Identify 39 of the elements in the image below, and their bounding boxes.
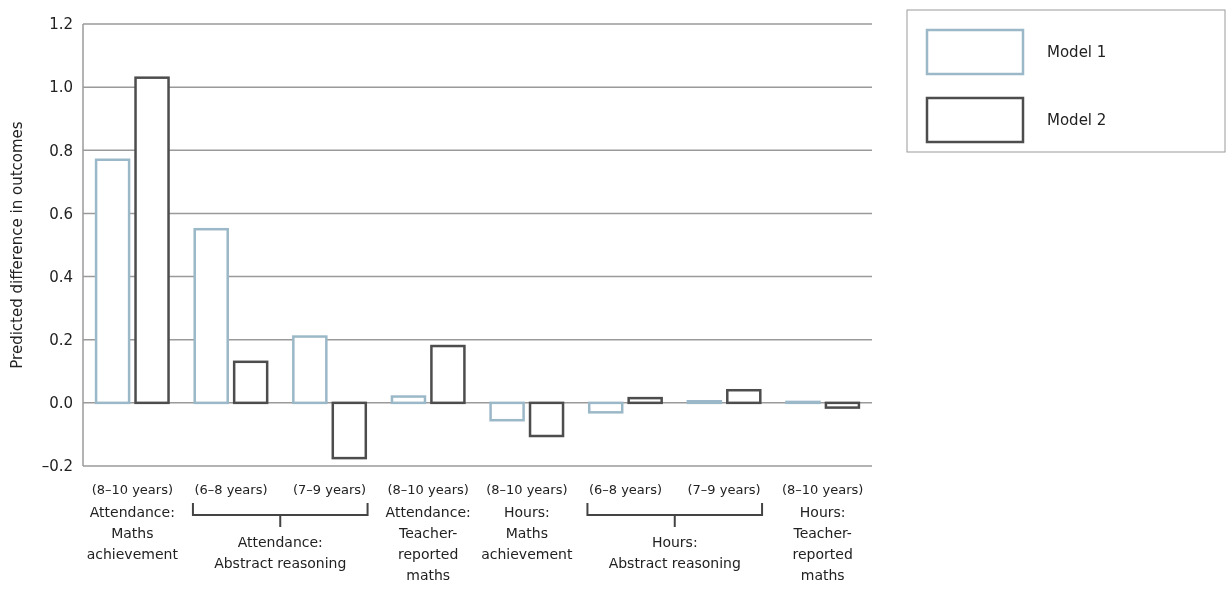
x-tick-label: (8–10 years) (782, 482, 864, 497)
bar (193, 227, 229, 405)
text: Model 2 (1047, 111, 1107, 130)
y-tick-label: –0.2 (41, 457, 73, 476)
bar (587, 401, 624, 414)
x-tick-label: (6–8 years) (194, 482, 268, 497)
text: 0.0 (49, 394, 73, 413)
text: Hours: Abstract reasoning (608, 534, 741, 571)
y-tick-label: 1.2 (49, 15, 73, 34)
y-tick-label: 0.6 (49, 204, 73, 223)
text: Hours: Teacher- reported maths (792, 504, 853, 583)
bar (489, 401, 525, 422)
bar (292, 335, 328, 405)
text: Attendance: Maths achievement (86, 504, 179, 562)
bar (824, 401, 861, 409)
x-tick-label: (7–9 years) (293, 482, 367, 497)
text: Attendance: Teacher- reported maths (385, 504, 471, 583)
y-tick-label: 0.8 (49, 141, 73, 160)
x-tick-label: (8–10 years) (91, 482, 173, 497)
bar (528, 401, 565, 438)
x-tick-label: (8–10 years) (387, 482, 469, 497)
bar (390, 395, 427, 405)
bar (232, 360, 269, 405)
y-axis-title: Predicted difference in outcomes (8, 121, 26, 369)
bar (430, 344, 466, 405)
text: Model 1 (1047, 43, 1107, 62)
bar (134, 76, 170, 405)
text: Hours: Maths achievement (481, 504, 573, 562)
text: 1.0 (49, 78, 73, 97)
x-tick-label: (6–8 years) (588, 482, 662, 497)
bar (726, 388, 762, 405)
bar (331, 401, 368, 460)
x-tick-label: (8–10 years) (486, 482, 568, 497)
y-tick-label: 0.2 (49, 330, 73, 349)
y-tick-label: 0.4 (49, 267, 73, 286)
text: Attendance: Abstract reasoning (214, 534, 347, 571)
x-tick-label: (7–9 years) (687, 482, 761, 497)
bar (94, 158, 131, 405)
bar (627, 396, 663, 405)
